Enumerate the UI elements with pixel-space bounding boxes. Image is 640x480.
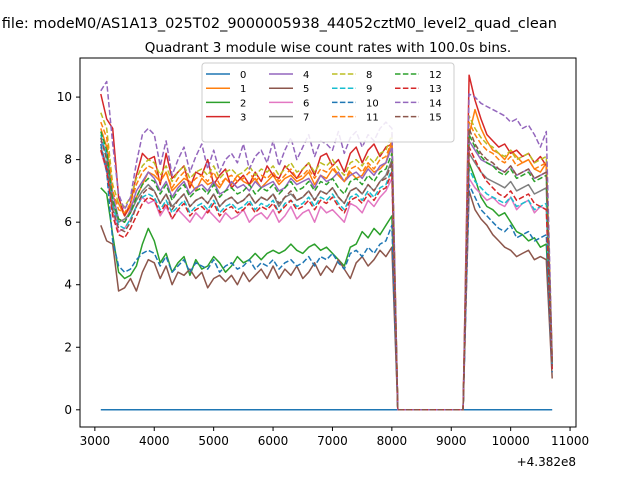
legend-label-4: 4 xyxy=(303,70,309,81)
legend-label-15: 15 xyxy=(429,113,442,124)
legend-label-5: 5 xyxy=(303,84,309,95)
y-tick-label: 0 xyxy=(64,403,72,417)
x-tick-label: 5000 xyxy=(198,434,229,448)
series-line-12 xyxy=(100,131,553,411)
series-line-8 xyxy=(100,112,553,411)
legend-label-8: 8 xyxy=(366,70,372,81)
series-line-15 xyxy=(100,127,553,411)
y-tick-label: 8 xyxy=(64,153,72,167)
series-line-13 xyxy=(100,146,553,411)
chart-title: Quadrant 3 module wise count rates with … xyxy=(145,40,511,56)
legend-label-7: 7 xyxy=(303,113,309,124)
x-tick-label: 10000 xyxy=(492,434,530,448)
legend-label-0: 0 xyxy=(240,70,246,81)
x-tick-label: 8000 xyxy=(377,434,408,448)
x-tick-label: 11000 xyxy=(551,434,589,448)
x-tick-label: 7000 xyxy=(317,434,348,448)
legend-frame xyxy=(201,62,455,143)
legend-label-2: 2 xyxy=(240,98,246,109)
series-line-14 xyxy=(100,80,553,411)
legend-label-3: 3 xyxy=(240,113,246,124)
series-line-5 xyxy=(100,190,553,411)
x-tick-label: 3000 xyxy=(80,434,111,448)
x-tick-label: 9000 xyxy=(436,434,467,448)
legend-label-12: 12 xyxy=(429,70,442,81)
x-tick-label: 4000 xyxy=(139,434,170,448)
y-tick-label: 4 xyxy=(64,278,72,292)
legend-label-6: 6 xyxy=(303,98,309,109)
series-line-9 xyxy=(100,134,553,411)
y-tick-label: 2 xyxy=(64,340,72,354)
legend-label-14: 14 xyxy=(429,98,442,109)
x-tick-label: 6000 xyxy=(258,434,289,448)
series-line-1 xyxy=(100,108,553,411)
series-line-6 xyxy=(100,150,553,411)
legend-label-13: 13 xyxy=(429,84,442,95)
figure-suptitle: n file: modeM0/AS1A13_025T02_9000005938_… xyxy=(0,16,557,32)
axes-spines xyxy=(79,57,577,428)
series-layer xyxy=(100,74,553,411)
legend-label-11: 11 xyxy=(366,113,379,124)
legend-label-1: 1 xyxy=(240,84,246,95)
legend-label-9: 9 xyxy=(366,84,372,95)
y-tick-label: 6 xyxy=(64,215,72,229)
y-axis: 0 2 4 6 8 10 xyxy=(57,90,80,417)
legend-label-10: 10 xyxy=(366,98,379,109)
series-line-4 xyxy=(100,140,553,411)
x-axis: 3000 4000 5000 6000 7000 8000 9000 10000 11000 xyxy=(80,427,589,448)
y-tick-label: 10 xyxy=(57,90,72,104)
x-offset-label: +4.382e8 xyxy=(517,455,576,469)
series-line-11 xyxy=(100,121,553,411)
